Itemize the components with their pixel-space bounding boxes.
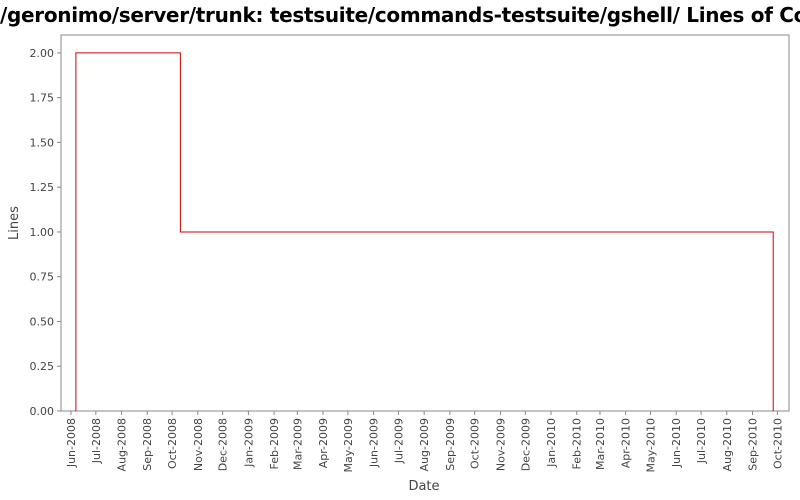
x-tick-label: May-2009 — [342, 418, 355, 473]
x-tick-label: Jul-2009 — [392, 418, 405, 464]
x-tick-label: Aug-2010 — [721, 418, 734, 471]
x-tick-label: Jul-2008 — [90, 418, 103, 464]
x-tick-label: Oct-2009 — [469, 418, 482, 469]
series-layer — [75, 52, 774, 411]
x-tick-label: Nov-2009 — [494, 418, 507, 471]
series-line — [75, 52, 774, 411]
y-tick-label: 1.00 — [30, 226, 55, 239]
y-axis-label: Lines — [7, 206, 22, 240]
x-tick-label: Apr-2009 — [317, 418, 330, 468]
y-axis: 0.00 0.25 0.50 0.75 1.00 1.25 1.50 1.75 2.00 — [30, 47, 61, 418]
y-tick-label: 0.50 — [30, 315, 55, 328]
y-tick-label: 1.25 — [30, 181, 55, 194]
x-tick-label: Aug-2008 — [116, 418, 129, 471]
x-tick-label: Jan-2010 — [545, 418, 558, 468]
y-tick-label: 1.75 — [30, 92, 55, 105]
x-tick-label: Oct-2010 — [771, 418, 784, 469]
x-tick-label: Jan-2009 — [242, 418, 255, 468]
y-tick-label: 0.00 — [30, 405, 55, 418]
x-tick-label: Oct-2008 — [166, 418, 179, 469]
x-tick-label: Feb-2010 — [571, 418, 584, 469]
y-tick-label: 0.75 — [30, 271, 55, 284]
x-tick-label: Sep-2008 — [141, 418, 154, 471]
chart-title: /geronimo/server/trunk: testsuite/comman… — [0, 3, 800, 27]
x-tick-label: Dec-2008 — [217, 418, 230, 471]
y-tick-label: 2.00 — [30, 47, 55, 60]
x-tick-label: Feb-2009 — [268, 418, 281, 469]
plot-area — [60, 34, 790, 412]
x-tick-label: Jun-2010 — [670, 418, 683, 468]
x-tick-label: Mar-2009 — [291, 418, 304, 470]
y-tick-label: 1.50 — [30, 136, 55, 149]
x-tick-label: May-2010 — [645, 418, 658, 473]
x-tick-label: Mar-2010 — [594, 418, 607, 470]
x-tick-label: Sep-2010 — [747, 418, 760, 471]
x-axis-label: Date — [408, 479, 439, 494]
x-tick-label: Dec-2009 — [519, 418, 532, 471]
x-tick-label: Aug-2009 — [418, 418, 431, 471]
x-tick-label: Jul-2010 — [695, 418, 708, 464]
x-tick-label: Jun-2008 — [65, 418, 78, 468]
x-tick-label: Jun-2009 — [368, 418, 381, 468]
y-tick-label: 0.25 — [30, 360, 55, 373]
x-tick-label: Nov-2008 — [192, 418, 205, 471]
x-axis: Jun-2008 Jul-2008 Aug-2008 Sep-2008 Oct-2008… — [65, 411, 784, 473]
x-tick-label: Sep-2009 — [444, 418, 457, 471]
x-tick-label: Apr-2010 — [620, 418, 633, 468]
